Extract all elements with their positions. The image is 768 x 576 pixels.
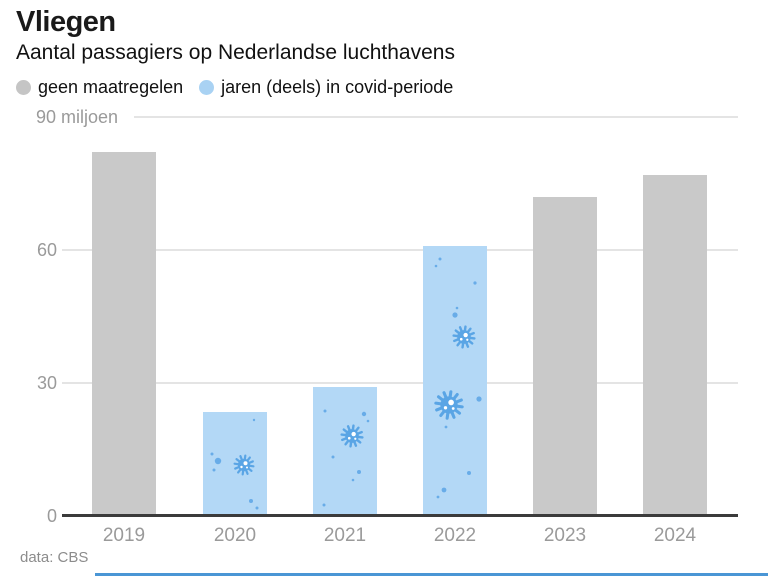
chart-title: Vliegen (16, 6, 116, 38)
x-axis-label-2020: 2020 (213, 525, 257, 546)
gridline-30 (62, 382, 738, 384)
x-axis-label-2019: 2019 (102, 525, 146, 546)
legend-label-geen-maatregelen: geen maatregelen (38, 77, 184, 97)
bar-2022-covid (423, 245, 487, 516)
bar-2024 (643, 174, 707, 516)
gridline-60 (62, 249, 738, 251)
gridline-90 (134, 116, 738, 118)
x-axis-label-2023: 2023 (543, 525, 587, 546)
bar-2023 (533, 196, 597, 516)
y-axis-tick-label-0: 0 (46, 506, 57, 526)
legend-dot-blue-icon (199, 80, 215, 95)
bar-2021-covid (313, 387, 377, 516)
legend-label-covid-periode: jaren (deels) in covid-periode (221, 77, 454, 97)
x-axis-label-2022: 2022 (433, 525, 477, 546)
y-axis-tick-label-90: 90 miljoen (36, 107, 119, 127)
x-axis-label-2024: 2024 (653, 525, 697, 546)
legend-item-covid-periode: jaren (deels) in covid-periode (199, 77, 453, 98)
legend-item-geen-maatregelen: geen maatregelen (16, 77, 183, 98)
chart-subtitle: Aantal passagiers op Nederlandse luchtha… (16, 41, 455, 64)
legend-dot-gray-icon (16, 80, 31, 95)
bottom-accent-bar (95, 573, 768, 576)
x-axis-line (62, 514, 738, 517)
x-axis-label-2021: 2021 (323, 525, 367, 546)
source-credit: data: CBS (20, 549, 89, 566)
bar-2019 (92, 152, 156, 516)
bar-2020-covid (203, 411, 267, 516)
legend: geen maatregelen jaren (deels) in covid-… (16, 77, 453, 98)
y-axis-tick-label-60: 60 (36, 240, 57, 260)
y-axis-tick-label-30: 30 (36, 373, 57, 393)
